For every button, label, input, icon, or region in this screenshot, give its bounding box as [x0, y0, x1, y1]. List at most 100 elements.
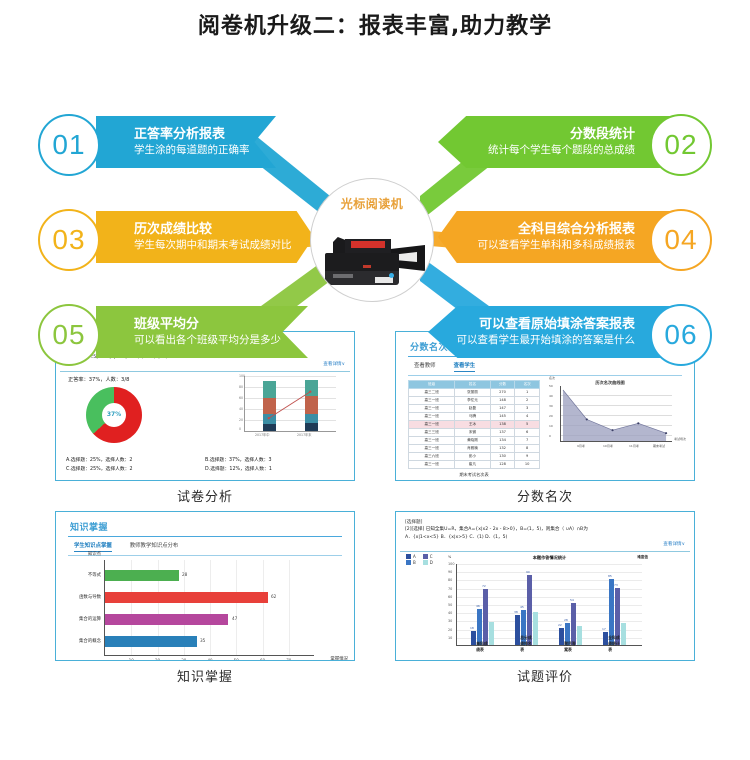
center-product-label: 光标阅读机 [340, 197, 404, 211]
y-tick: 40 [448, 611, 453, 616]
cell-rank: 6 [514, 427, 540, 437]
y-tick: 90 [448, 570, 453, 575]
chart-title: 本题作答情况统计 [532, 555, 567, 560]
feature-banner-01[interactable]: 正答率分析报表 学生涂的每道题的正确率 [96, 116, 276, 168]
tab-view-student[interactable]: 查看学生 [453, 361, 476, 373]
bar-d [621, 623, 626, 645]
bar-category-label: 函数与导数 [79, 594, 101, 600]
y-tick: 10 [549, 423, 553, 428]
legend-label: C [429, 554, 433, 559]
table-row[interactable]: 高三一班 肖雅楠 132 8 [407, 443, 540, 453]
feature-title: 历次成绩比较 [134, 222, 213, 237]
cell-name: 宋微 [454, 427, 491, 437]
bar-category-label: 集合的概念 [79, 638, 101, 644]
view-detail-link[interactable]: 查看详情∨ [323, 362, 345, 367]
bar-a: 18 [470, 626, 476, 645]
feature-title: 分数段统计 [569, 127, 635, 142]
y-axis-unit: % [448, 555, 452, 559]
option-stat: D.选择题：12%，选择人数：1 [205, 467, 272, 472]
group-label: 总分成绩排名表 [520, 635, 532, 652]
rank-table[interactable]: 班级 姓名 分数 名次 高三二班 张丽丽 270 1 高三一班 李佗元 148 2 高三一班… [407, 379, 540, 469]
feature-banner-04[interactable]: 全科目综合分析报表 可以查看学生单科和多科成绩报表 [438, 211, 673, 263]
table-row[interactable]: 高三一班 黄晓刚 134 7 [407, 435, 540, 445]
legend-label: B [413, 560, 416, 565]
cell-score: 134 [489, 435, 516, 445]
feature-banner-03[interactable]: 历次成绩比较 学生每次期中和期末考试成绩对比 [96, 211, 314, 263]
feature-number-label: 02 [664, 129, 698, 160]
cell-score: 270 [489, 387, 516, 397]
group-label: 全科成绩统计表 [608, 635, 620, 652]
table-row[interactable]: 高三二班 张丽丽 270 1 [407, 387, 540, 397]
view-detail-link[interactable]: 查看详情∨ [663, 542, 685, 547]
col-class: 班级 [407, 379, 456, 389]
answer-distribution-chart: 本题作答情况统计 % 难度值 100 90 80 70 [448, 555, 648, 652]
table-row[interactable]: 高三一班 崔凡 128 10 [407, 459, 540, 469]
bar-group: 17 85 73 全科成绩统计表 [602, 574, 626, 652]
feature-number-02: 02 [650, 114, 712, 176]
y-tick: 0 [549, 433, 551, 438]
app-title: 分数名次 [410, 343, 449, 353]
cell-rank: 1 [514, 387, 540, 397]
tab-view-teacher[interactable]: 查看教师 [414, 363, 436, 370]
feature-banner-06[interactable]: 可以查看原始填涂答案报表 可以查看学生最开始填涂的答案是什么 [428, 306, 673, 358]
cell-score: 145 [489, 411, 516, 421]
donut-chart: 37% [86, 387, 350, 443]
x-axis-label: 考试场次 [673, 436, 686, 441]
cell-score: 137 [489, 427, 516, 437]
x-tick: 60 [259, 657, 266, 661]
panel-knowledge-mastery[interactable]: 知识掌握 学生知识点掌握 教师教学知识点分布 知识点 不等式 [55, 511, 355, 661]
bar-value: 18 [470, 626, 474, 630]
table-row[interactable]: 高三一班 李佗元 148 2 [407, 395, 540, 405]
cell-class: 高三一班 [407, 459, 456, 469]
rank-trend-area-chart: 历次名次曲线图 50 40 30 20 10 0 [546, 376, 686, 452]
question-tag: [选择题] [405, 520, 423, 525]
cell-class: 高三一班 [407, 435, 456, 445]
bar-group: 38 45 90 总分成绩排名表 [514, 570, 538, 652]
cell-score: 147 [489, 403, 516, 413]
feature-number-label: 01 [52, 129, 86, 160]
cell-class: 高三一班 [407, 403, 456, 413]
table-row[interactable]: 高三一班 马腾 145 4 [407, 411, 540, 421]
bar-b: 46 [476, 604, 482, 645]
x-tick: 30 [181, 657, 187, 661]
table-row[interactable]: 高三一班 赵磊 147 3 [407, 403, 540, 413]
table-row[interactable]: 高三三班 宋微 137 6 [407, 427, 540, 437]
chart-right-note: 难度值 [637, 555, 648, 559]
page-title: 阅卷机升级二：报表丰富,助力教学 [197, 14, 553, 39]
feature-title: 全科目综合分析报表 [517, 222, 635, 237]
feature-number-05: 05 [38, 304, 100, 366]
x-tick: 50 [233, 657, 239, 661]
cell-rank: 3 [514, 403, 540, 413]
table-row-highlighted[interactable]: 高三一班 王冰 138 5 [407, 419, 540, 429]
tab-student-knowledge[interactable]: 学生知识点掌握 [74, 541, 112, 553]
bar-value: 38 [514, 610, 518, 614]
y-axis-label: 知识点 [87, 551, 101, 557]
cell-score: 148 [489, 395, 516, 405]
x-tick: 9月考 [577, 443, 585, 448]
bar-c: 90 [526, 570, 532, 645]
col-name: 姓名 [454, 379, 491, 389]
cell-name: 肖雅楠 [454, 443, 491, 453]
question-line-2: A．{x|1<x<5} B．{x|x>5} C．(1) D．(1，5) [405, 534, 508, 540]
bar-b: 45 [520, 605, 526, 645]
bar-group: 22 28 54 题目答案表 [558, 598, 582, 652]
bar-a: 17 [602, 627, 608, 645]
y-tick: 80 [448, 578, 453, 583]
cell-score: 132 [489, 443, 516, 453]
y-tick: 70 [448, 586, 453, 591]
feature-number-04: 04 [650, 209, 712, 271]
tab-bar: 查看教师 查看学生 [400, 357, 690, 375]
tab-teacher-knowledge[interactable]: 教师教学知识点分布 [129, 543, 179, 550]
table-row[interactable]: 高三六班 彭小 130 9 [407, 451, 540, 461]
x-tick: 40 [207, 657, 213, 661]
feature-title: 班级平均分 [134, 317, 200, 332]
divider [68, 536, 342, 538]
feature-banner-02[interactable]: 分数段统计 统计每个学生每个题段的总成绩 [438, 116, 673, 168]
panel-question-evaluation[interactable]: [选择题] [2][选择] 已知全集U=R，集合A={x|x2 - 2x - 8… [395, 511, 695, 661]
cell-class: 高三一班 [407, 419, 456, 429]
bar-a: 22 [558, 623, 564, 645]
feature-subtitle: 学生涂的每道题的正确率 [134, 144, 250, 156]
panel-caption: 试题评价 [516, 670, 573, 685]
cell-name: 崔凡 [454, 459, 491, 469]
feature-banner-05[interactable]: 班级平均分 可以看出各个班级平均分是多少 [96, 306, 308, 358]
